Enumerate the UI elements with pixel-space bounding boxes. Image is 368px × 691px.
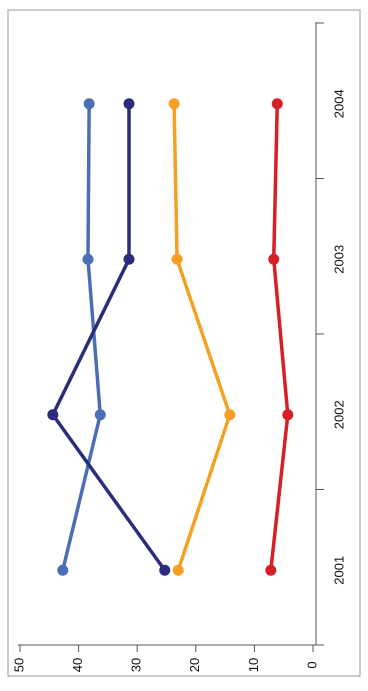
data-point xyxy=(224,409,236,421)
data-point xyxy=(57,564,69,576)
data-point xyxy=(265,564,277,576)
data-point xyxy=(271,98,283,110)
frame xyxy=(7,9,361,677)
data-point xyxy=(82,253,94,265)
y-tick-label: 40 xyxy=(70,658,85,672)
series-line xyxy=(172,103,232,571)
data-point xyxy=(172,564,184,576)
series-line xyxy=(61,103,103,571)
series-line xyxy=(51,103,167,572)
y-tick-label: 0 xyxy=(304,661,319,668)
x-tick-label: 2002 xyxy=(331,400,346,429)
series-line xyxy=(269,103,290,571)
data-point xyxy=(83,98,95,110)
data-point xyxy=(282,409,294,421)
y-tick-label: 20 xyxy=(187,658,202,672)
x-tick-label: 2004 xyxy=(331,89,346,118)
x-tick-label: 2001 xyxy=(331,556,346,585)
y-tick-label: 10 xyxy=(246,658,261,672)
data-point xyxy=(94,409,106,421)
data-point xyxy=(168,98,180,110)
data-point xyxy=(268,253,280,265)
y-tick-label: 50 xyxy=(11,658,26,672)
x-tick-label: 2003 xyxy=(331,245,346,274)
data-point xyxy=(123,253,135,265)
data-point xyxy=(123,98,135,110)
data-point xyxy=(159,564,171,576)
data-point xyxy=(171,253,183,265)
data-point xyxy=(47,409,59,421)
y-tick-label: 30 xyxy=(129,658,144,672)
